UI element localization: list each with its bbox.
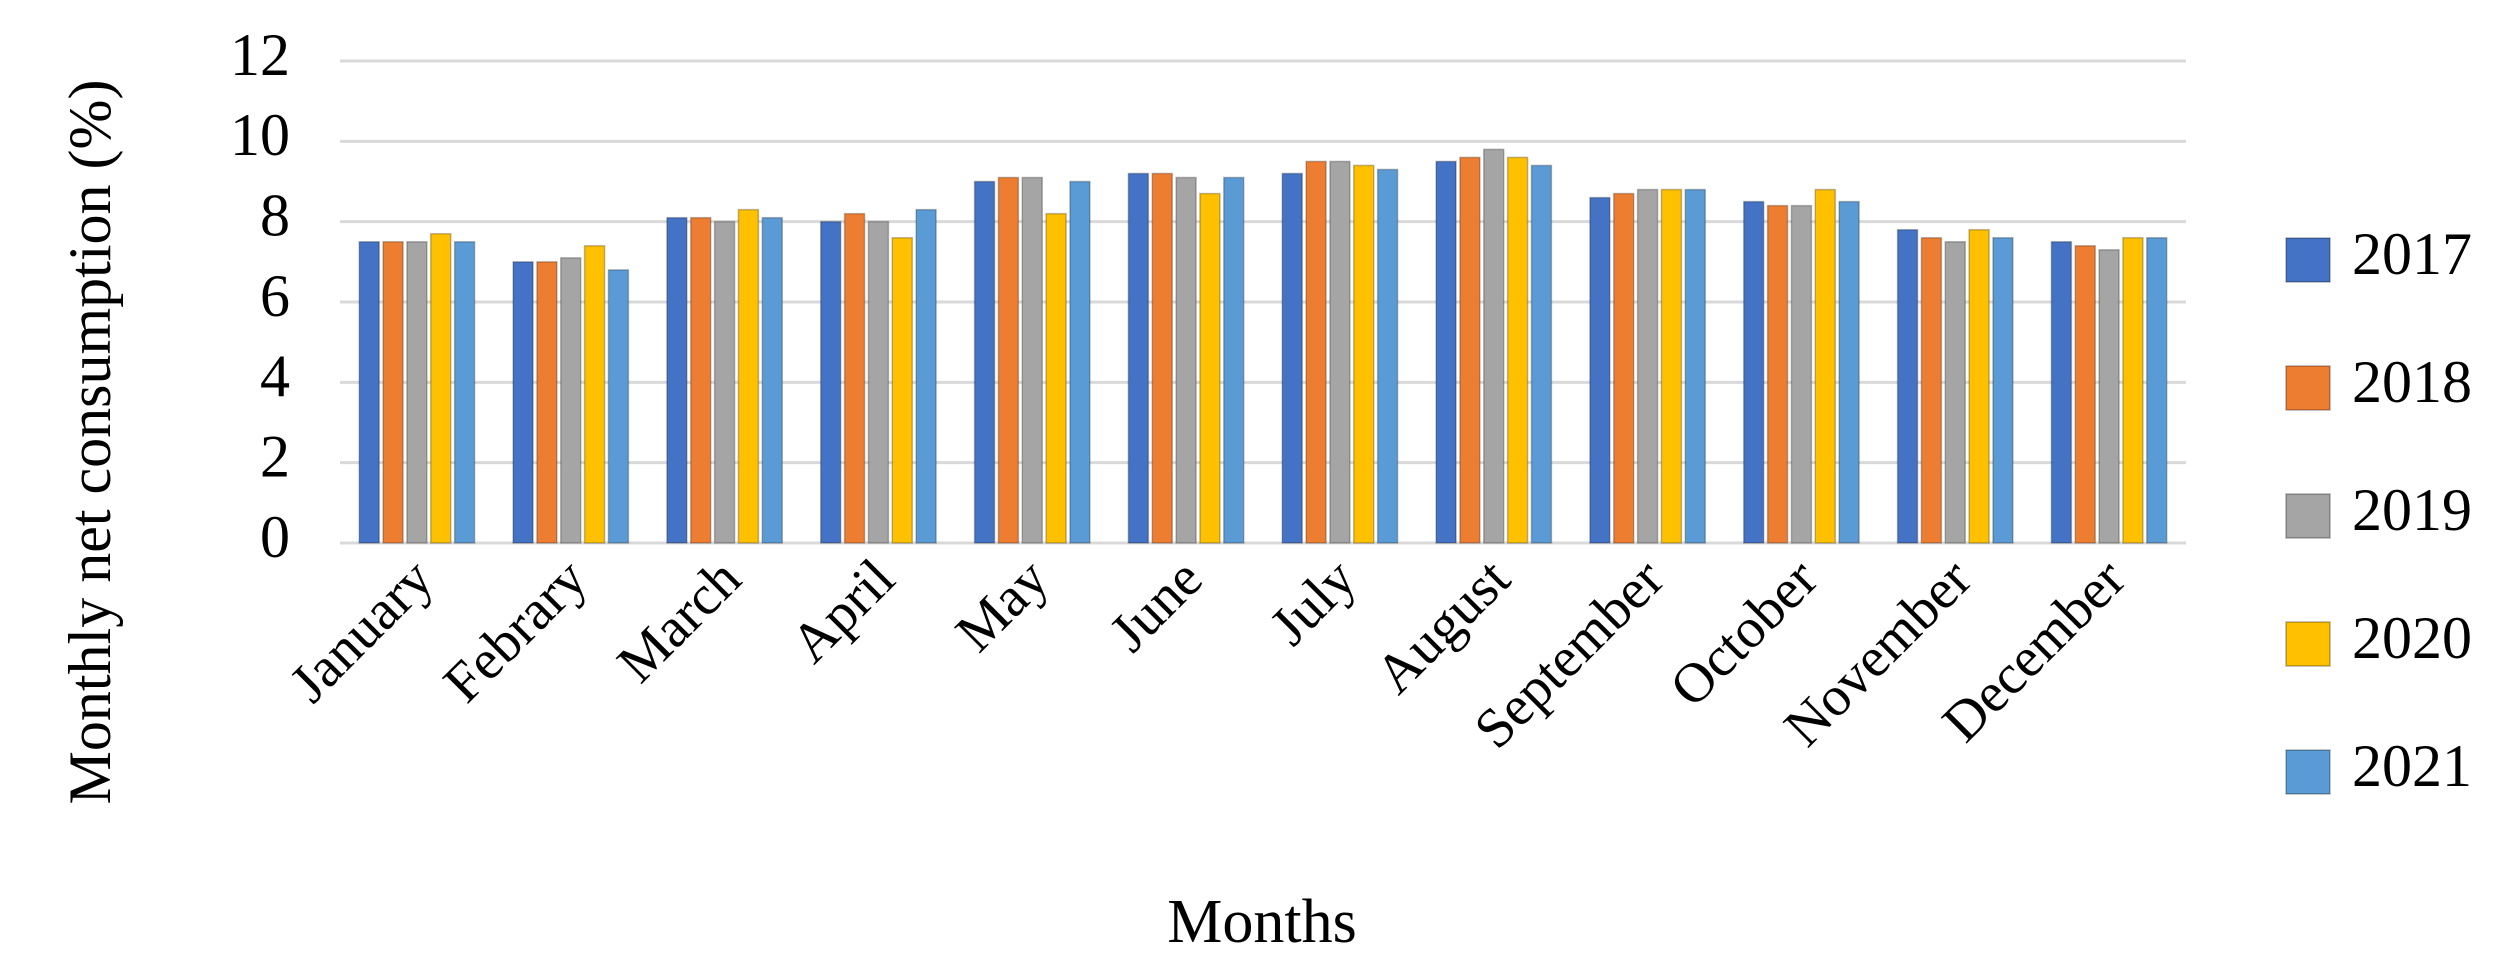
y-tick-label: 0 [260, 504, 290, 570]
bar [1329, 160, 1351, 544]
legend-label: 2019 [2352, 477, 2472, 543]
bar [689, 216, 712, 544]
x-tick-label: March [606, 547, 753, 694]
legend-swatch [2285, 621, 2331, 667]
x-tick-label: January [278, 547, 445, 714]
legend-label: 2017 [2352, 221, 2472, 287]
legend-label: 2021 [2352, 733, 2472, 799]
bar [1838, 200, 1860, 544]
bar [583, 245, 606, 544]
bar [2146, 236, 2168, 544]
bar [1766, 204, 1789, 544]
bar [666, 216, 688, 544]
bar [382, 241, 404, 544]
bar [430, 232, 452, 544]
bar [1127, 172, 1150, 544]
bar [1045, 212, 1067, 544]
bar [2122, 236, 2144, 544]
x-axis-label: Months [1167, 888, 1356, 956]
bar [1636, 188, 1659, 544]
bar [560, 257, 582, 544]
bar [1968, 228, 1990, 544]
bar [358, 241, 380, 544]
bar [843, 212, 866, 544]
bar [1920, 236, 1943, 544]
y-tick-label: 4 [260, 343, 290, 409]
bar [406, 241, 428, 544]
bar [761, 216, 784, 544]
legend-label: 2020 [2352, 605, 2472, 671]
y-tick-label: 10 [230, 102, 290, 168]
y-tick-label: 12 [230, 22, 290, 88]
bar [1992, 236, 2014, 544]
bar [1896, 228, 1919, 544]
x-tick-label: July [1258, 547, 1368, 657]
bar [1069, 180, 1091, 544]
bar [891, 236, 914, 544]
x-tick-label: April [779, 547, 906, 674]
bar [2050, 241, 2073, 544]
bar [1459, 156, 1481, 544]
bar [1612, 192, 1635, 544]
bar [973, 180, 996, 544]
bar [1223, 176, 1245, 544]
bar [1175, 176, 1197, 544]
bar [819, 220, 842, 544]
bar [1589, 196, 1611, 544]
bar [997, 176, 1020, 544]
bar [737, 208, 760, 544]
y-axis-label: Monthly net consumption (%) [57, 79, 123, 805]
x-tick-label: May [944, 547, 1060, 663]
legend-swatch [2285, 749, 2331, 795]
bar [1376, 168, 1399, 544]
bar [1435, 160, 1457, 544]
bar [453, 241, 476, 544]
legend-label: 2018 [2352, 349, 2472, 415]
bar [1199, 192, 1221, 544]
bar [1305, 160, 1327, 544]
bar [1790, 204, 1813, 544]
x-tick-label: Febrary [432, 547, 599, 714]
bar [867, 220, 890, 544]
bar [536, 261, 558, 544]
bar [1814, 188, 1837, 544]
bar [1684, 188, 1707, 544]
bar [2098, 249, 2120, 544]
bar [1281, 172, 1303, 544]
bar [713, 220, 736, 544]
y-tick-label: 2 [260, 423, 290, 489]
bar [1021, 176, 1043, 544]
bar [1506, 156, 1529, 544]
bar [1151, 172, 1173, 544]
bar [1530, 164, 1553, 544]
x-tick-label: June [1098, 547, 1214, 663]
legend-swatch [2285, 365, 2331, 411]
bar [915, 208, 937, 544]
bar [512, 261, 534, 544]
y-tick-label: 8 [260, 182, 290, 248]
bar [2074, 245, 2096, 544]
bar [1353, 164, 1375, 544]
legend-swatch [2285, 237, 2331, 283]
y-tick-label: 6 [260, 263, 290, 329]
bar [607, 269, 630, 544]
bar [1483, 148, 1505, 544]
bar [1660, 188, 1683, 544]
legend-swatch [2285, 493, 2331, 539]
bar [1944, 241, 1966, 544]
bar [1742, 200, 1765, 544]
